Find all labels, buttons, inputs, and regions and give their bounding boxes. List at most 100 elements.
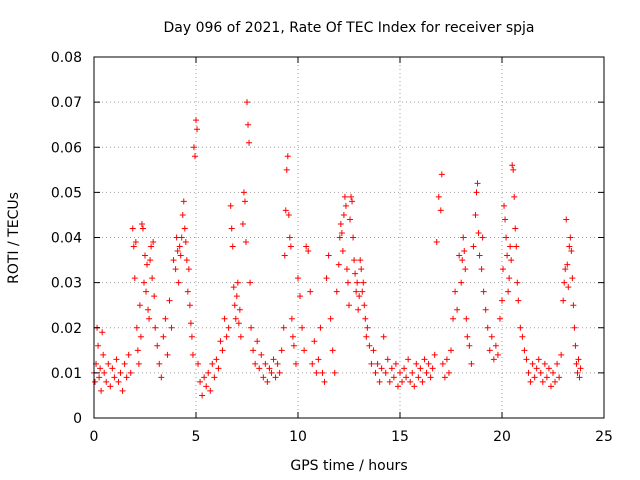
data-point [490, 356, 497, 363]
data-point [201, 374, 208, 381]
data-point [360, 279, 367, 286]
data-point [349, 198, 356, 205]
data-point [176, 243, 183, 250]
data-point [219, 347, 226, 354]
data-point [427, 374, 434, 381]
data-point [272, 374, 279, 381]
data-point [172, 266, 179, 273]
data-point [145, 306, 152, 313]
data-point [394, 383, 401, 390]
data-point [464, 333, 471, 340]
data-point [479, 234, 486, 241]
data-point [150, 239, 157, 246]
data-point [533, 365, 540, 372]
data-point [514, 279, 521, 286]
data-point [399, 378, 406, 385]
data-point [545, 365, 552, 372]
data-point [452, 288, 459, 295]
data-point [364, 324, 371, 331]
data-point [193, 117, 199, 124]
data-point [230, 284, 237, 291]
data-point [573, 360, 580, 367]
data-point [130, 243, 137, 250]
data-point [235, 320, 242, 327]
y-tick-label: 0 [73, 411, 82, 427]
data-point [454, 306, 461, 313]
data-point [138, 220, 145, 227]
data-point [358, 266, 365, 273]
data-point [305, 248, 312, 255]
data-point [403, 374, 410, 381]
data-point [521, 347, 528, 354]
data-point [348, 193, 355, 200]
data-point [496, 315, 503, 322]
data-point [571, 324, 578, 331]
data-point [463, 315, 470, 322]
data-point [134, 347, 141, 354]
data-point [109, 365, 116, 372]
data-point [537, 369, 544, 376]
data-point [331, 369, 338, 376]
data-point [303, 243, 310, 250]
data-point [502, 216, 509, 223]
data-point [129, 225, 136, 232]
data-point [494, 351, 501, 358]
data-point [511, 193, 518, 200]
data-point [506, 275, 513, 282]
data-point [473, 189, 480, 196]
x-tick-label: 0 [90, 429, 99, 445]
data-point [227, 202, 234, 209]
data-point [131, 275, 138, 282]
data-point [529, 360, 536, 367]
data-point [569, 275, 576, 282]
data-point [340, 211, 347, 218]
data-point [361, 302, 368, 309]
data-point [541, 360, 548, 367]
data-point [285, 211, 292, 218]
data-point [333, 288, 340, 295]
data-point [535, 356, 542, 363]
data-point [181, 225, 188, 232]
y-tick-label: 0.03 [51, 276, 82, 292]
data-point [139, 225, 146, 232]
data-point [480, 288, 487, 295]
data-point [390, 374, 397, 381]
data-point [246, 139, 253, 146]
data-point [341, 193, 348, 200]
data-point [327, 315, 334, 322]
data-point [339, 248, 346, 255]
data-point [523, 356, 530, 363]
data-point [174, 248, 181, 255]
data-point [143, 288, 150, 295]
data-point [561, 279, 568, 286]
data-point [343, 266, 350, 273]
y-tick-label: 0.01 [51, 366, 82, 382]
data-point [205, 369, 212, 376]
data-point [96, 374, 103, 381]
data-point [146, 315, 153, 322]
data-point [258, 351, 265, 358]
data-point [527, 378, 534, 385]
data-point [508, 257, 515, 264]
data-point [564, 261, 571, 268]
data-point [346, 302, 352, 309]
data-point [266, 365, 273, 372]
data-point [362, 315, 369, 322]
data-point [468, 360, 475, 367]
data-point [313, 369, 320, 376]
data-point [350, 234, 357, 241]
data-point [268, 369, 275, 376]
data-point [441, 374, 448, 381]
data-point [501, 202, 508, 209]
data-point [132, 239, 139, 246]
data-point [175, 279, 182, 286]
data-point [252, 360, 259, 367]
data-point [482, 306, 489, 313]
data-point [160, 333, 167, 340]
data-point [98, 387, 105, 394]
y-tick-label: 0.06 [51, 140, 82, 156]
data-point [237, 333, 244, 340]
data-point [445, 369, 452, 376]
data-point [517, 324, 524, 331]
data-point [125, 351, 132, 358]
